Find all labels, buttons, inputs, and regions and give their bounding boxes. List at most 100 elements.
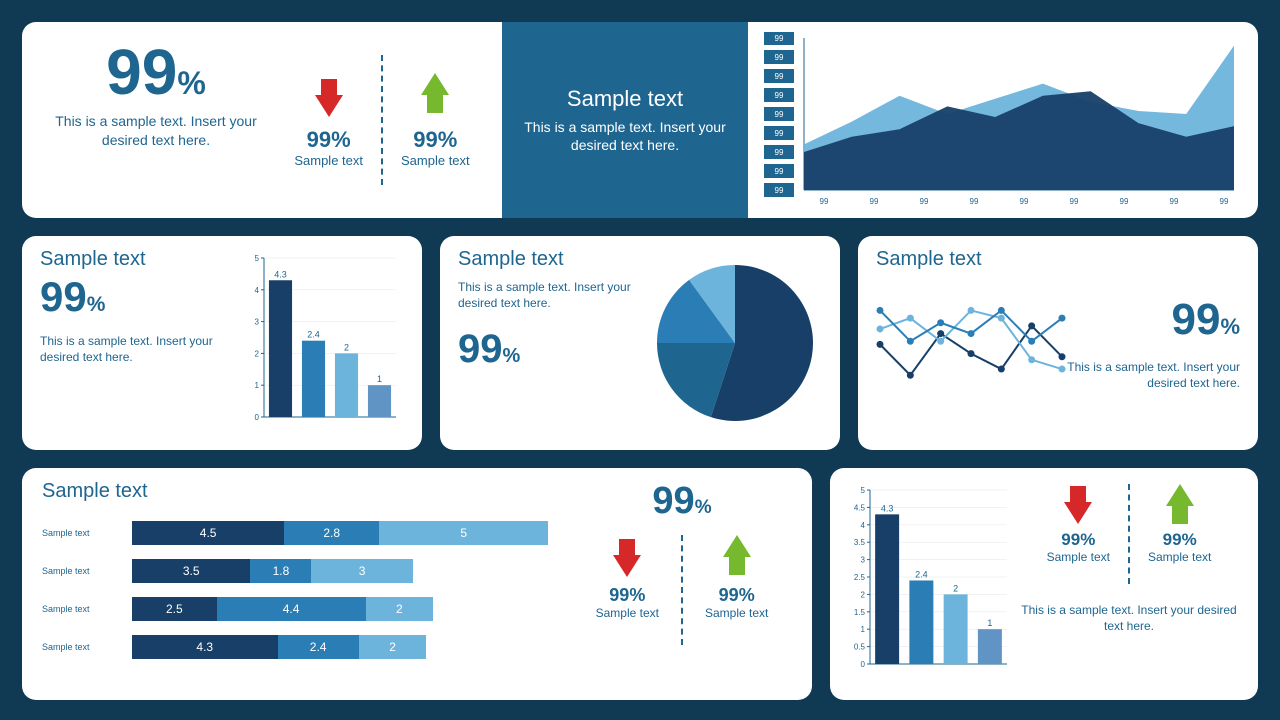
- svg-text:99: 99: [1120, 197, 1129, 206]
- svg-text:99: 99: [775, 53, 784, 62]
- bar2-up-value: 99%: [1148, 530, 1211, 550]
- svg-text:2.5: 2.5: [854, 573, 866, 582]
- svg-text:99: 99: [820, 197, 829, 206]
- stacked-row-label: Sample text: [42, 604, 132, 614]
- svg-text:3.5: 3.5: [854, 538, 866, 547]
- stacked-segment: 3: [311, 559, 413, 583]
- arrow-down-icon: [315, 95, 343, 117]
- hero-up-label: Sample text: [401, 153, 470, 168]
- pie-card: Sample text This is a sample text. Inser…: [440, 236, 840, 450]
- stacked-row: Sample text2.54.42: [42, 597, 572, 621]
- stacked-row: Sample text4.32.42: [42, 635, 572, 659]
- stacked-row-label: Sample text: [42, 642, 132, 652]
- stacked-row: Sample text4.52.85: [42, 521, 572, 545]
- stacked-segment: 5: [379, 521, 548, 545]
- arrow-up-icon: [1166, 484, 1194, 506]
- pie-chart: [650, 258, 820, 428]
- row-2: Sample text 99% This is a sample text. I…: [22, 236, 1258, 450]
- line-title: Sample text: [876, 248, 1066, 271]
- svg-text:99: 99: [775, 91, 784, 100]
- area-chart-card: 999999999999999999999999999999999999: [748, 22, 1258, 218]
- kpi-down-label: Sample text: [596, 606, 659, 620]
- svg-text:4: 4: [861, 521, 866, 530]
- stacked-row-label: Sample text: [42, 528, 132, 538]
- line-chart: [876, 289, 1066, 409]
- svg-text:99: 99: [775, 34, 784, 43]
- stacked-segment: 4.5: [132, 521, 284, 545]
- svg-text:3: 3: [861, 556, 866, 565]
- svg-text:99: 99: [1220, 197, 1229, 206]
- svg-text:4.3: 4.3: [274, 269, 287, 279]
- kpi-up-value: 99%: [705, 585, 768, 606]
- svg-text:4.5: 4.5: [854, 503, 866, 512]
- svg-text:99: 99: [970, 197, 979, 206]
- svg-text:99: 99: [775, 129, 784, 138]
- svg-text:2: 2: [953, 583, 958, 593]
- bar-chart-2: 00.511.522.533.544.554.32.421: [846, 480, 1011, 680]
- line-value: 99%: [1066, 295, 1240, 345]
- svg-text:99: 99: [775, 110, 784, 119]
- area-chart: 999999999999999999999999999999999999: [760, 32, 1240, 208]
- svg-text:99: 99: [870, 197, 879, 206]
- arrow-up-icon: [723, 535, 751, 557]
- stacked-segment: 2.8: [284, 521, 379, 545]
- stacked-segment: 2: [366, 597, 434, 621]
- stacked-bar-card: Sample text Sample text4.52.85Sample tex…: [22, 468, 812, 700]
- svg-text:99: 99: [920, 197, 929, 206]
- svg-text:99: 99: [1020, 197, 1029, 206]
- svg-text:2.4: 2.4: [915, 569, 928, 579]
- hero-down-value: 99%: [294, 127, 363, 153]
- stacked-row: Sample text3.51.83: [42, 559, 572, 583]
- stacked-segment: 2: [359, 635, 427, 659]
- stacked-kpi-value: 99%: [572, 480, 792, 523]
- svg-text:4: 4: [255, 286, 260, 295]
- svg-text:99: 99: [775, 72, 784, 81]
- svg-text:5: 5: [255, 254, 260, 263]
- svg-text:99: 99: [775, 148, 784, 157]
- stacked-segment: 2.5: [132, 597, 217, 621]
- svg-text:0: 0: [255, 413, 260, 422]
- stacked-segment: 3.5: [132, 559, 250, 583]
- svg-text:5: 5: [861, 486, 866, 495]
- kpi-up-label: Sample text: [705, 606, 768, 620]
- kpi-down-value: 99%: [596, 585, 659, 606]
- svg-text:1.5: 1.5: [854, 608, 866, 617]
- svg-text:1: 1: [255, 381, 260, 390]
- stacked-segment: 1.8: [250, 559, 311, 583]
- hero-down-label: Sample text: [294, 153, 363, 168]
- banner-desc: This is a sample text. Insert your desir…: [520, 118, 730, 154]
- svg-text:99: 99: [775, 167, 784, 176]
- svg-text:0: 0: [861, 660, 866, 669]
- bar-chart-1: 0123454.32.421: [240, 248, 400, 433]
- bar2-desc: This is a sample text. Insert your desir…: [1016, 602, 1242, 634]
- line-card: Sample text 99% This is a sample text. I…: [858, 236, 1258, 450]
- svg-text:0.5: 0.5: [854, 643, 866, 652]
- bar2-up-label: Sample text: [1148, 550, 1211, 564]
- arrow-up-icon: [421, 73, 449, 95]
- svg-text:1: 1: [987, 618, 992, 628]
- stacked-segment: 4.4: [217, 597, 366, 621]
- kpi-hero-card: 99% This is a sample text. Insert your d…: [22, 22, 502, 218]
- banner-title: Sample text: [520, 86, 730, 112]
- bar-card: Sample text 99% This is a sample text. I…: [22, 236, 422, 450]
- bar2-down-label: Sample text: [1047, 550, 1110, 564]
- hero-value: 99%: [36, 40, 276, 104]
- bar2-card: 00.511.522.533.544.554.32.421 99% Sample…: [830, 468, 1258, 700]
- pie-title: Sample text: [458, 248, 647, 271]
- stacked-segment: 4.3: [132, 635, 278, 659]
- stacked-bar-chart: Sample text4.52.85Sample text3.51.83Samp…: [42, 521, 572, 659]
- svg-text:2.4: 2.4: [307, 330, 320, 340]
- row-1: 99% This is a sample text. Insert your d…: [22, 22, 1258, 218]
- hero-up-value: 99%: [401, 127, 470, 153]
- arrow-down-icon: [1064, 502, 1092, 524]
- pie-desc: This is a sample text. Insert your desir…: [458, 279, 647, 311]
- bar-title: Sample text: [40, 248, 240, 271]
- row-3: Sample text Sample text4.52.85Sample tex…: [22, 468, 1258, 700]
- line-desc: This is a sample text. Insert your desir…: [1066, 359, 1240, 391]
- svg-text:3: 3: [255, 318, 260, 327]
- svg-text:2: 2: [344, 342, 349, 352]
- bar-value: 99%: [40, 273, 240, 321]
- svg-text:4.3: 4.3: [881, 503, 894, 513]
- svg-text:99: 99: [1170, 197, 1179, 206]
- pie-value: 99%: [458, 327, 647, 372]
